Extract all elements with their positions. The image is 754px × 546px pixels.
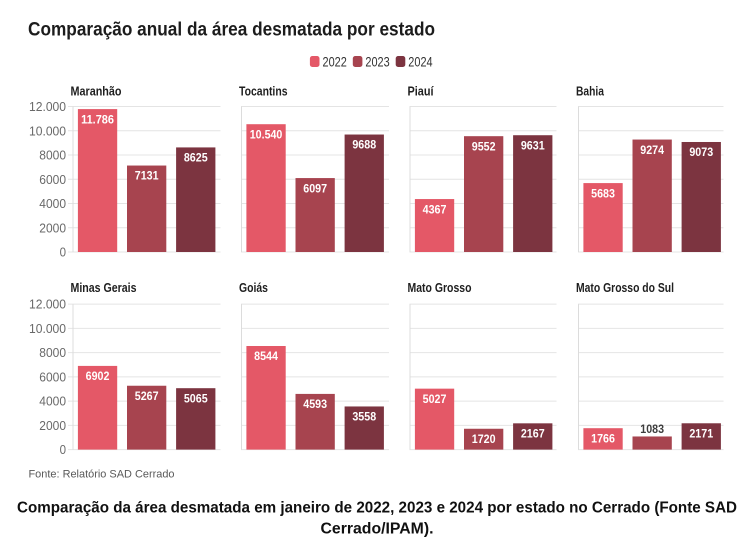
svg-text:4000: 4000 (39, 394, 66, 409)
svg-text:10.000: 10.000 (29, 123, 66, 138)
svg-text:1766: 1766 (591, 431, 615, 445)
svg-text:Comparação da área desmatada e: Comparação da área desmatada em janeiro … (17, 500, 737, 517)
svg-text:8544: 8544 (254, 349, 278, 363)
svg-text:10.000: 10.000 (29, 321, 66, 336)
svg-text:Comparação anual da área desma: Comparação anual da área desmatada por e… (28, 20, 435, 41)
svg-text:4593: 4593 (303, 397, 327, 411)
svg-text:12.000: 12.000 (29, 99, 66, 114)
svg-text:9073: 9073 (689, 145, 713, 159)
svg-text:4000: 4000 (39, 196, 66, 211)
svg-text:Piauí: Piauí (408, 85, 434, 99)
svg-text:Goiás: Goiás (239, 281, 268, 295)
svg-text:Tocantins: Tocantins (239, 85, 288, 99)
svg-text:2171: 2171 (689, 426, 713, 440)
svg-text:9688: 9688 (352, 138, 376, 152)
svg-text:8000: 8000 (39, 345, 66, 360)
svg-text:9552: 9552 (472, 139, 496, 153)
svg-text:6000: 6000 (39, 172, 66, 187)
svg-text:Bahia: Bahia (576, 85, 605, 99)
svg-text:8000: 8000 (39, 148, 66, 163)
svg-text:Fonte: Relatório SAD Cerrado: Fonte: Relatório SAD Cerrado (29, 469, 175, 481)
svg-text:8625: 8625 (184, 151, 208, 165)
svg-text:Minas Gerais: Minas Gerais (71, 281, 137, 295)
svg-text:1720: 1720 (472, 432, 496, 446)
svg-text:6097: 6097 (303, 181, 327, 195)
svg-text:9274: 9274 (640, 143, 664, 157)
svg-text:5027: 5027 (423, 392, 447, 406)
svg-text:Mato Grosso do Sul: Mato Grosso do Sul (576, 281, 674, 295)
svg-text:9631: 9631 (521, 138, 545, 152)
svg-text:2022: 2022 (323, 54, 347, 69)
svg-text:0: 0 (60, 245, 66, 260)
svg-text:7131: 7131 (135, 169, 159, 183)
svg-text:2024: 2024 (408, 54, 433, 69)
svg-text:1083: 1083 (640, 422, 664, 436)
svg-text:10.540: 10.540 (250, 127, 283, 141)
svg-text:4367: 4367 (423, 202, 447, 216)
svg-text:11.786: 11.786 (81, 112, 114, 126)
svg-text:2167: 2167 (521, 427, 545, 441)
svg-text:0: 0 (60, 442, 66, 457)
svg-text:3558: 3558 (352, 410, 376, 424)
svg-text:Mato Grosso: Mato Grosso (408, 281, 472, 295)
svg-text:6000: 6000 (39, 370, 66, 385)
svg-text:12.000: 12.000 (29, 297, 66, 312)
svg-text:2000: 2000 (39, 220, 66, 235)
svg-text:2023: 2023 (365, 54, 389, 69)
svg-text:5267: 5267 (135, 389, 159, 403)
svg-text:5683: 5683 (591, 186, 615, 200)
svg-text:2000: 2000 (39, 418, 66, 433)
svg-text:6902: 6902 (86, 369, 110, 383)
svg-text:Cerrado/IPAM).: Cerrado/IPAM). (321, 521, 434, 538)
svg-text:5065: 5065 (184, 391, 208, 405)
svg-text:Maranhão: Maranhão (71, 85, 122, 99)
